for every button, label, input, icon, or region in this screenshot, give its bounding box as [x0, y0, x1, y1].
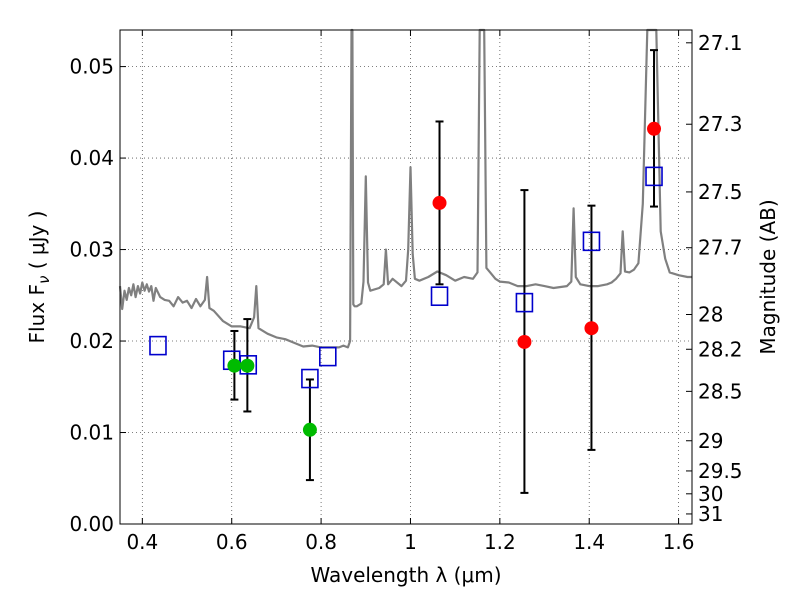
- x-tick-label: 1: [404, 530, 417, 554]
- y2-tick-label: 28: [698, 303, 723, 327]
- plot-frame: [119, 29, 693, 525]
- x-tick-label: 1.6: [663, 530, 695, 554]
- x-tick-label: 1.4: [573, 530, 605, 554]
- axis-ticks: [120, 30, 692, 525]
- y-axis-title-unit: ( μJy ): [25, 211, 49, 276]
- model-square-marker: [149, 335, 167, 356]
- green-data-point: [227, 358, 242, 373]
- red-data-point: [432, 195, 447, 210]
- y2-tick-label: 29.5: [698, 459, 743, 483]
- red-data-point: [517, 334, 532, 349]
- x-tick-label: 0.6: [216, 530, 248, 554]
- spectrum-line: [118, 28, 692, 349]
- y-tick-label: 0.02: [69, 329, 114, 353]
- model-square-marker: [515, 292, 534, 313]
- y2-tick-label: 27.7: [698, 236, 743, 260]
- y-axis-title-main: Flux F: [25, 284, 49, 343]
- y2-tick-label: 27.5: [698, 180, 743, 204]
- y2-tick-label: 28.2: [698, 337, 743, 361]
- model-spectrum: [118, 28, 692, 349]
- y-axis-title: Flux Fν ( μJy ): [25, 211, 53, 344]
- model-square-marker: [582, 231, 601, 252]
- green-data-point: [302, 422, 317, 437]
- model-square-marker: [430, 286, 449, 307]
- y2-tick-label: 29: [698, 429, 723, 453]
- y2-tick-label: 30: [698, 482, 723, 506]
- x-tick-label: 1.2: [484, 530, 516, 554]
- model-square-marker: [318, 346, 337, 367]
- x-axis-title: Wavelength λ (μm): [310, 563, 501, 587]
- y2-axis-title: Magnitude (AB): [756, 199, 780, 354]
- y-axis-title-subscript: ν: [35, 276, 53, 284]
- y-tick-label: 0.01: [69, 421, 114, 445]
- green-data-point: [240, 358, 255, 373]
- y-tick-label: 0.03: [69, 238, 114, 262]
- y2-tick-label: 27.1: [698, 31, 743, 55]
- y2-tick-label: 28.5: [698, 379, 743, 403]
- y2-tick-label: 27.3: [698, 112, 743, 136]
- data-markers: [149, 121, 663, 437]
- y-tick-label: 0.05: [69, 55, 114, 79]
- model-square-marker: [645, 166, 663, 187]
- red-data-point: [584, 321, 599, 336]
- y-tick-label: 0.00: [69, 512, 114, 536]
- model-square-marker: [301, 368, 319, 389]
- y2-tick-label: 31: [698, 502, 723, 526]
- tick-labels: 0.4 0.6 0.8 1 1.2 1.4 1.6 0.00 0.01 0.02 0.03 0.04 0…: [69, 31, 742, 554]
- red-data-point: [647, 121, 662, 136]
- x-tick-label: 0.4: [126, 530, 158, 554]
- x-tick-label: 0.8: [305, 530, 337, 554]
- y-tick-label: 0.04: [69, 146, 114, 170]
- error-bars: [230, 49, 659, 494]
